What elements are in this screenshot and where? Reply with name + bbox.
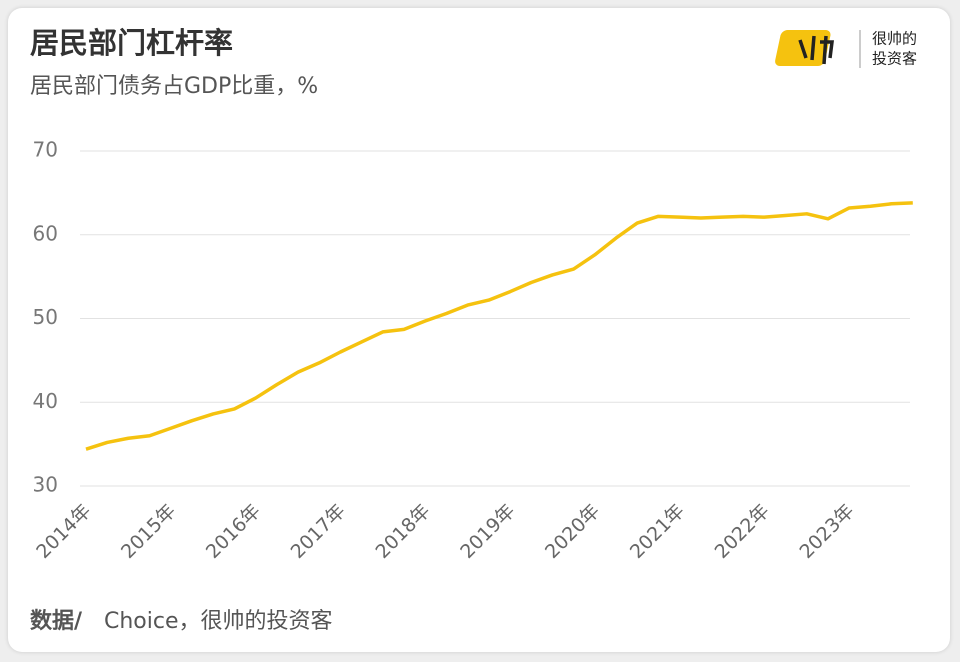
x-tick-label: 2014年 [32, 500, 95, 563]
source: Choice，很帅的投资客 [104, 609, 333, 634]
y-tick-label: 50 [33, 305, 58, 329]
logo-glyph [798, 35, 834, 65]
y-tick-label: 40 [33, 389, 58, 413]
chart-title: 居民部门杠杆率 [30, 26, 233, 60]
x-tick-label: 2017年 [287, 500, 350, 563]
card [8, 8, 950, 652]
x-tick-label: 2015年 [117, 500, 180, 563]
x-tick-label: 2018年 [371, 500, 434, 563]
y-tick-label: 60 [33, 221, 58, 245]
x-tick-label: 2020年 [541, 500, 604, 563]
logo-text: 很帅的 [872, 30, 917, 48]
source-label: 数据/ [30, 608, 83, 634]
y-tick-label: 70 [33, 138, 58, 162]
chart-subtitle: 居民部门债务占GDP比重，% [30, 74, 318, 99]
line [85, 201, 913, 451]
x-tick-label: 2019年 [456, 500, 519, 563]
x-tick-label: 2021年 [626, 500, 689, 563]
x-tick-label: 2022年 [711, 500, 774, 563]
x-tick-label: 2016年 [202, 500, 265, 563]
y-tick-label: 30 [33, 473, 58, 497]
logo: 很帅的 投资客 [775, 30, 917, 68]
logo-text: 投资客 [872, 50, 917, 68]
x-tick-label: 2023年 [795, 500, 858, 563]
